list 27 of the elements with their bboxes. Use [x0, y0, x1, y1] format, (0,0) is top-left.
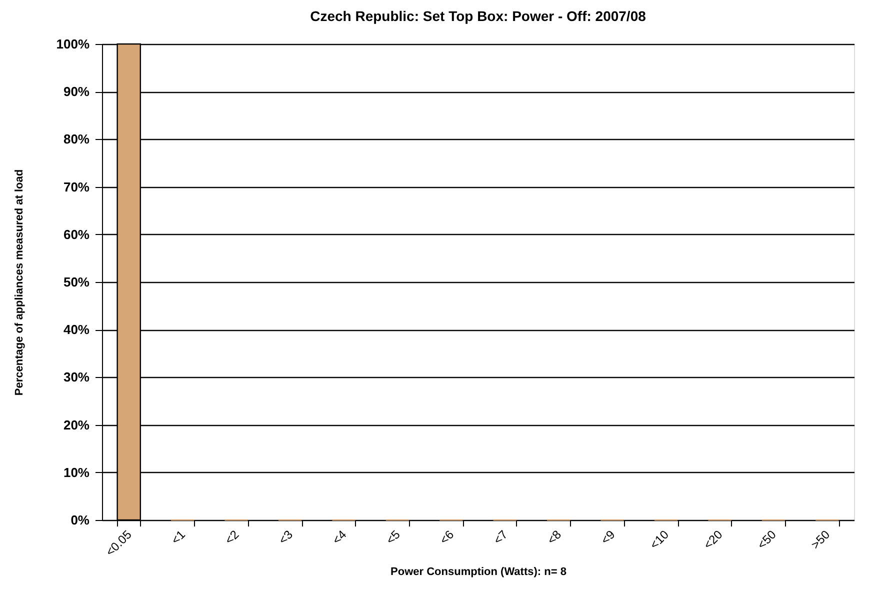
- y-tick-label: 10%: [63, 464, 90, 480]
- y-tick-label: 60%: [63, 226, 90, 242]
- x-tick-label: <10: [647, 527, 672, 552]
- x-tick-label: <8: [544, 527, 564, 548]
- x-tick-label: <9: [598, 527, 618, 548]
- y-tick-label: 20%: [63, 417, 90, 432]
- x-tick-label: <3: [276, 527, 296, 548]
- x-tick-label: <6: [437, 527, 457, 548]
- x-tick-label: <4: [330, 527, 350, 548]
- chart-title: Czech Republic: Set Top Box: Power - Off: 2007/08: [310, 8, 646, 24]
- y-tick-label: 80%: [63, 132, 90, 147]
- x-tick-label: <2: [222, 527, 242, 548]
- y-tick-label: 40%: [63, 322, 90, 338]
- y-tick-label: 90%: [63, 84, 90, 100]
- x-tick-label: <7: [490, 527, 511, 548]
- x-tick-label: <1: [168, 527, 188, 548]
- y-axis-title: Percentage of appliances measured at load: [13, 169, 26, 396]
- x-tick-label: <50: [754, 527, 780, 552]
- y-tick-label: 100%: [56, 36, 90, 52]
- y-tick-label: 50%: [63, 274, 90, 290]
- y-tick-label: 0%: [70, 512, 90, 528]
- y-tick-label: 30%: [63, 370, 90, 385]
- x-tick-label: <20: [700, 527, 726, 552]
- x-tick-label: >50: [808, 527, 833, 552]
- x-tick-label: <5: [383, 527, 404, 548]
- y-tick-label: 70%: [63, 179, 90, 194]
- x-axis-title: Power Consumption (Watts): n= 8: [390, 566, 566, 578]
